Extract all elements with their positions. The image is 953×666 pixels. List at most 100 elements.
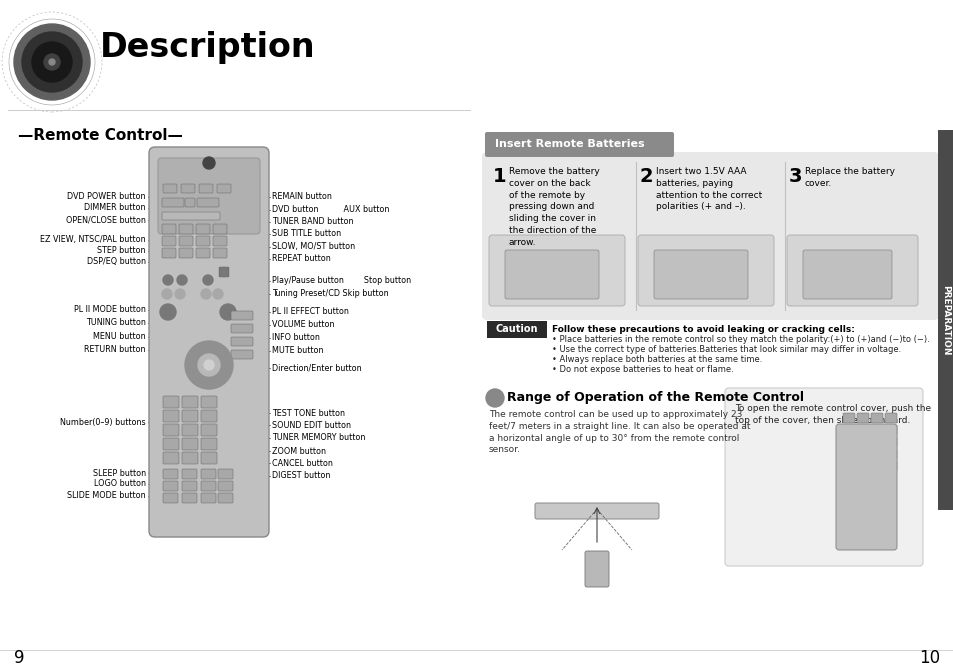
FancyBboxPatch shape	[195, 236, 210, 246]
FancyBboxPatch shape	[163, 410, 179, 422]
Circle shape	[185, 341, 233, 389]
Text: LOGO button: LOGO button	[94, 480, 146, 488]
FancyBboxPatch shape	[195, 248, 210, 258]
FancyBboxPatch shape	[884, 449, 896, 459]
Circle shape	[22, 32, 82, 92]
Circle shape	[14, 24, 90, 100]
FancyBboxPatch shape	[842, 437, 854, 447]
Text: ZOOM button: ZOOM button	[272, 446, 326, 456]
FancyBboxPatch shape	[870, 425, 882, 435]
Text: TEST TONE button: TEST TONE button	[272, 408, 345, 418]
Text: PL II MODE button: PL II MODE button	[69, 306, 146, 314]
Text: TUNER BAND button: TUNER BAND button	[272, 218, 354, 226]
FancyBboxPatch shape	[654, 250, 747, 299]
Text: Tuning Preset/CD Skip button: Tuning Preset/CD Skip button	[272, 290, 388, 298]
Text: Insert Remote Batteries: Insert Remote Batteries	[495, 139, 644, 149]
FancyBboxPatch shape	[201, 396, 216, 408]
FancyBboxPatch shape	[842, 461, 854, 471]
FancyBboxPatch shape	[213, 248, 227, 258]
FancyBboxPatch shape	[884, 413, 896, 423]
Circle shape	[32, 42, 71, 82]
Text: Range of Operation of the Remote Control: Range of Operation of the Remote Control	[506, 392, 803, 404]
Text: SOUND EDIT button: SOUND EDIT button	[272, 420, 351, 430]
FancyBboxPatch shape	[638, 235, 773, 306]
FancyBboxPatch shape	[158, 158, 260, 234]
FancyBboxPatch shape	[231, 350, 253, 359]
FancyBboxPatch shape	[231, 311, 253, 320]
FancyBboxPatch shape	[884, 425, 896, 435]
Text: SUB TITLE button: SUB TITLE button	[272, 230, 341, 238]
FancyBboxPatch shape	[182, 493, 196, 503]
Text: Remove the battery
cover on the back
of the remote by
pressing down and
sliding : Remove the battery cover on the back of …	[509, 167, 599, 247]
FancyBboxPatch shape	[856, 437, 868, 447]
Text: Replace the battery
cover.: Replace the battery cover.	[804, 167, 894, 188]
Text: Follow these precautions to avoid leaking or cracking cells:: Follow these precautions to avoid leakin…	[552, 325, 854, 334]
Text: 9: 9	[14, 649, 25, 666]
FancyBboxPatch shape	[201, 481, 215, 491]
Text: Direction/Enter button: Direction/Enter button	[272, 364, 361, 372]
Circle shape	[485, 389, 503, 407]
Text: DIGEST button: DIGEST button	[272, 472, 330, 480]
Circle shape	[204, 360, 213, 370]
FancyBboxPatch shape	[842, 413, 854, 423]
FancyBboxPatch shape	[163, 396, 179, 408]
Circle shape	[201, 289, 211, 299]
FancyBboxPatch shape	[201, 493, 215, 503]
Text: SLIDE MODE button: SLIDE MODE button	[68, 492, 146, 501]
FancyBboxPatch shape	[182, 481, 196, 491]
Text: SLEEP button: SLEEP button	[92, 468, 146, 478]
Text: • Place batteries in the remote control so they match the polarity:(+) to (+)and: • Place batteries in the remote control …	[552, 335, 929, 344]
FancyBboxPatch shape	[201, 424, 216, 436]
FancyBboxPatch shape	[484, 132, 673, 157]
FancyBboxPatch shape	[162, 198, 184, 207]
Text: SLOW, MO/ST button: SLOW, MO/ST button	[272, 242, 355, 252]
Text: 10: 10	[918, 649, 939, 666]
FancyBboxPatch shape	[535, 503, 659, 519]
FancyBboxPatch shape	[163, 438, 179, 450]
FancyBboxPatch shape	[856, 413, 868, 423]
FancyBboxPatch shape	[182, 410, 198, 422]
Text: VOLUME button: VOLUME button	[272, 320, 335, 330]
FancyBboxPatch shape	[870, 461, 882, 471]
Text: DIMMER button: DIMMER button	[85, 204, 146, 212]
Text: 2: 2	[639, 167, 653, 186]
Text: The remote control can be used up to approximately 23
feet/7 meters in a straigh: The remote control can be used up to app…	[489, 410, 750, 454]
Circle shape	[203, 157, 214, 169]
FancyBboxPatch shape	[213, 236, 227, 246]
FancyBboxPatch shape	[870, 437, 882, 447]
FancyBboxPatch shape	[201, 438, 216, 450]
FancyBboxPatch shape	[163, 481, 178, 491]
FancyBboxPatch shape	[162, 236, 175, 246]
FancyBboxPatch shape	[724, 388, 923, 566]
FancyBboxPatch shape	[870, 449, 882, 459]
FancyBboxPatch shape	[182, 438, 198, 450]
FancyBboxPatch shape	[201, 452, 216, 464]
Bar	[486, 321, 546, 338]
Text: DSP/EQ button: DSP/EQ button	[87, 258, 146, 266]
Text: DVD POWER button: DVD POWER button	[68, 192, 146, 202]
FancyBboxPatch shape	[195, 224, 210, 234]
Text: 1: 1	[493, 167, 506, 186]
Text: INFO button: INFO button	[272, 334, 319, 342]
Text: EZ VIEW, NTSC/PAL button: EZ VIEW, NTSC/PAL button	[40, 236, 146, 244]
Bar	[937, 130, 953, 510]
Circle shape	[160, 304, 175, 320]
Text: Number(0–9) buttons: Number(0–9) buttons	[60, 418, 146, 426]
FancyBboxPatch shape	[163, 184, 177, 193]
Text: To open the remote control cover, push the
top of the cover, then slide downward: To open the remote control cover, push t…	[734, 404, 930, 426]
FancyBboxPatch shape	[870, 413, 882, 423]
FancyBboxPatch shape	[181, 184, 194, 193]
Text: OPEN/CLOSE button: OPEN/CLOSE button	[66, 216, 146, 224]
FancyBboxPatch shape	[481, 152, 938, 320]
FancyBboxPatch shape	[218, 481, 233, 491]
FancyBboxPatch shape	[231, 337, 253, 346]
Text: CANCEL button: CANCEL button	[272, 458, 333, 468]
Text: 3: 3	[788, 167, 801, 186]
FancyBboxPatch shape	[163, 493, 178, 503]
Circle shape	[162, 289, 172, 299]
FancyBboxPatch shape	[213, 224, 227, 234]
FancyBboxPatch shape	[182, 469, 196, 479]
FancyBboxPatch shape	[504, 250, 598, 299]
Circle shape	[163, 275, 172, 285]
Text: Play/Pause button        Stop button: Play/Pause button Stop button	[272, 276, 411, 286]
